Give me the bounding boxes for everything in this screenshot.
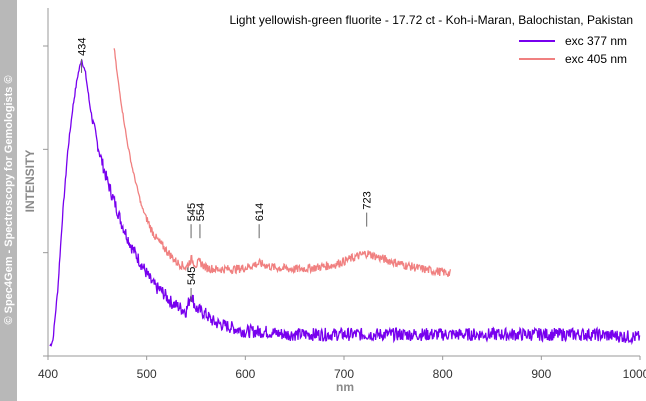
peak-label: 554 — [195, 203, 207, 221]
peak-label: 545 — [186, 203, 198, 221]
chart-title: Light yellowish-green fluorite - 17.72 c… — [229, 13, 633, 27]
series-layer — [49, 48, 641, 347]
x-axis-title: nm — [336, 380, 354, 394]
x-tick-label: 500 — [137, 367, 157, 381]
peak-label: 545 — [186, 267, 198, 285]
peak-label: 723 — [362, 191, 374, 209]
x-tick-label: 600 — [235, 367, 255, 381]
peak-label: 614 — [254, 203, 266, 221]
x-tick-label: 400 — [38, 367, 58, 381]
x-tick-label: 800 — [433, 367, 453, 381]
legend-label-exc-377: exc 377 nm — [565, 34, 627, 48]
watermark-text: © Spec4Gem - Spectroscopy for Gemologist… — [3, 75, 15, 324]
y-axis-title: INTENSITY — [23, 150, 37, 213]
x-tick-label: 700 — [334, 367, 354, 381]
peak-label: 434 — [77, 38, 89, 56]
legend: exc 377 nm exc 405 nm — [519, 34, 627, 66]
legend-label-exc-405: exc 405 nm — [565, 52, 627, 66]
x-tick-label: 900 — [531, 367, 551, 381]
x-axis-ticks: 400 500 600 700 800 900 1000 — [38, 356, 646, 381]
watermark-strip — [0, 0, 17, 401]
series-line-0 — [49, 59, 641, 347]
y-axis-ticks — [43, 45, 48, 357]
series-line-1 — [113, 48, 452, 278]
x-tick-label: 1000 — [623, 367, 646, 381]
